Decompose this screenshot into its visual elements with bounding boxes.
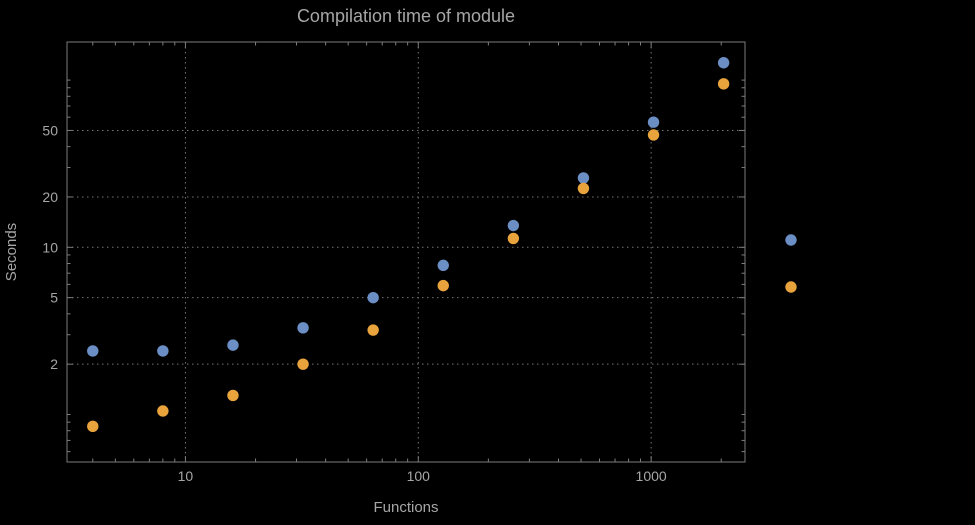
data-point-series-1-blue [717, 57, 730, 69]
data-point-series-2-orange [297, 358, 309, 370]
data-point-series-2-orange [437, 279, 449, 292]
x-axis-label: Functions [373, 499, 438, 516]
chart-title: Compilation time of module [297, 6, 515, 26]
x-tick-label: 1000 [636, 468, 667, 484]
y-tick-label: 5 [50, 290, 58, 306]
y-axis-label: Seconds [3, 223, 20, 281]
data-point-series-2-orange [87, 420, 99, 433]
data-point-series-1-blue [647, 116, 660, 128]
legend-marker-1 [785, 234, 797, 246]
x-tick-label: 100 [407, 468, 431, 484]
data-point-series-2-orange [367, 324, 379, 336]
x-tick-label: 10 [178, 468, 194, 484]
data-point-series-2-orange [157, 405, 169, 417]
data-point-series-1-blue [227, 339, 239, 351]
data-point-series-1-blue [367, 291, 379, 304]
y-tick-label: 50 [42, 122, 58, 138]
data-point-series-2-orange [507, 232, 520, 245]
y-tick-label: 20 [42, 189, 58, 205]
y-tick-label: 10 [42, 239, 58, 255]
y-tick-label: 2 [50, 356, 58, 372]
data-point-series-2-orange [717, 78, 730, 90]
legend-marker-2 [785, 281, 797, 293]
data-point-series-1-blue [437, 259, 449, 272]
data-point-series-2-orange [647, 129, 660, 141]
data-point-series-1-blue [577, 172, 590, 184]
data-point-series-1-blue [297, 322, 309, 334]
plot-frame [66, 41, 746, 463]
data-point-series-1-blue [87, 345, 99, 357]
data-point-series-1-blue [157, 345, 169, 357]
data-point-series-1-blue [507, 219, 520, 232]
data-point-series-2-orange [227, 389, 239, 402]
data-point-series-2-orange [577, 182, 590, 195]
